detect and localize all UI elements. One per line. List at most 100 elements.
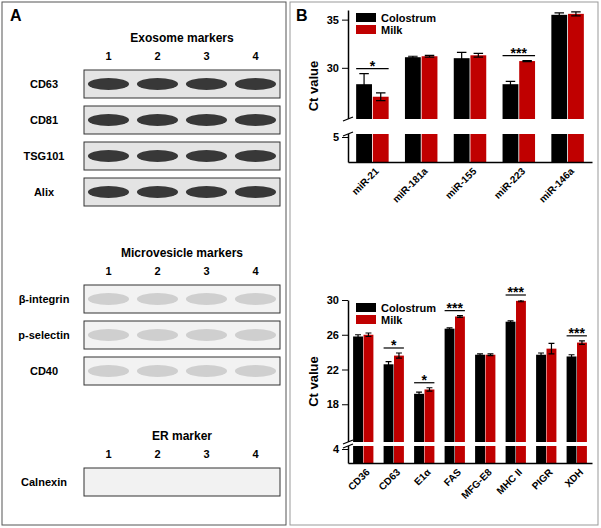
error-bar bbox=[365, 333, 371, 336]
blot-group: ER marker1234Calnexin bbox=[21, 429, 280, 496]
lane-label: 3 bbox=[203, 265, 209, 277]
bar bbox=[486, 355, 496, 463]
plot-area bbox=[353, 300, 587, 463]
axis-break bbox=[345, 119, 351, 134]
chart: 53035miR-21miR-181amiR-155miR-223miR-146… bbox=[306, 11, 593, 205]
blot-box bbox=[84, 142, 280, 170]
legend-swatch bbox=[356, 25, 376, 34]
band bbox=[186, 293, 227, 305]
tick-label: miR-223 bbox=[492, 165, 528, 201]
annotation: *** bbox=[511, 45, 528, 61]
error-bar bbox=[548, 343, 554, 353]
legend-label: Colostrum bbox=[381, 302, 436, 314]
error-bar bbox=[477, 354, 483, 356]
blot-box bbox=[84, 357, 280, 385]
band bbox=[186, 78, 227, 90]
tick-label: 22 bbox=[327, 364, 339, 376]
bar bbox=[470, 55, 486, 162]
break-mark bbox=[343, 440, 353, 444]
row-label: β-integrin bbox=[19, 293, 70, 305]
error-bar bbox=[426, 388, 432, 391]
bar bbox=[455, 317, 465, 463]
tick-label: PIGR bbox=[530, 466, 556, 492]
bar bbox=[567, 356, 577, 463]
tick-label: MHC II bbox=[494, 466, 524, 496]
tick-label: E1α bbox=[412, 466, 433, 487]
plot-area bbox=[356, 12, 584, 162]
error-bar bbox=[359, 74, 368, 95]
tick: miR-223 bbox=[492, 162, 528, 201]
band bbox=[235, 78, 276, 90]
lane-label: 3 bbox=[203, 50, 209, 62]
tick: CD36 bbox=[346, 463, 372, 492]
band bbox=[235, 150, 276, 162]
tick-mark bbox=[342, 20, 348, 21]
row-label: CD63 bbox=[30, 78, 58, 90]
blot-box bbox=[84, 70, 280, 98]
tick-mark bbox=[342, 370, 348, 371]
error-bar bbox=[487, 354, 493, 356]
error-bar bbox=[506, 81, 515, 87]
band bbox=[88, 365, 129, 377]
tick: miR-181a bbox=[390, 162, 430, 205]
chart: 418222630CD36CD63E1αFASMFG-E8MHC IIPIGRX… bbox=[306, 284, 593, 501]
axis-title: Ct value bbox=[306, 61, 321, 112]
tick-label: miR-155 bbox=[443, 165, 479, 201]
bar bbox=[516, 301, 526, 463]
panel-label: A bbox=[10, 7, 22, 24]
tick-label: XDH bbox=[563, 467, 586, 490]
tick: 30 bbox=[327, 62, 348, 74]
lane-label: 2 bbox=[154, 50, 160, 62]
tick: 22 bbox=[327, 364, 348, 376]
band bbox=[186, 186, 227, 198]
error-bar bbox=[555, 13, 564, 17]
bar bbox=[536, 355, 546, 463]
row-label: Calnexin bbox=[21, 476, 67, 488]
lane-label: 4 bbox=[252, 50, 259, 62]
legend-swatch bbox=[356, 315, 376, 324]
band bbox=[137, 329, 178, 341]
error-bar bbox=[571, 12, 580, 16]
annotation: *** bbox=[508, 284, 525, 300]
bar bbox=[394, 356, 404, 463]
axis-title: Ct value bbox=[306, 356, 321, 407]
bar bbox=[568, 14, 584, 162]
tick: 35 bbox=[327, 14, 348, 26]
band bbox=[186, 150, 227, 162]
annotation: * bbox=[391, 337, 397, 353]
tick-label: CD36 bbox=[346, 466, 372, 492]
band bbox=[137, 114, 178, 126]
lane-label: 3 bbox=[203, 448, 209, 460]
error-bar bbox=[416, 392, 422, 395]
band bbox=[235, 114, 276, 126]
bar bbox=[454, 58, 470, 162]
blot-title: Microvesicle markers bbox=[121, 246, 243, 260]
blot-group: Exosome markers1234CD63CD81TSG101Alix bbox=[24, 31, 280, 206]
band bbox=[235, 293, 276, 305]
tick-mark bbox=[342, 335, 348, 336]
band bbox=[137, 365, 178, 377]
tick: MHC II bbox=[494, 463, 524, 496]
tick-label: 35 bbox=[327, 14, 339, 26]
tick-mark bbox=[342, 137, 348, 138]
band bbox=[235, 186, 276, 198]
axis-line bbox=[349, 463, 593, 465]
lane-label: 1 bbox=[105, 265, 111, 277]
tick-label: 5 bbox=[333, 131, 339, 143]
y-axis: 418222630 bbox=[327, 294, 349, 463]
panel-frame bbox=[2, 2, 286, 525]
lane-label: 2 bbox=[154, 265, 160, 277]
error-bar bbox=[538, 353, 544, 356]
annotation: * bbox=[422, 372, 428, 388]
band bbox=[137, 186, 178, 198]
tick: FAS bbox=[442, 463, 464, 488]
tick: miR-155 bbox=[443, 162, 479, 201]
legend-swatch bbox=[356, 303, 376, 312]
row-label: CD40 bbox=[30, 365, 58, 377]
annotation: *** bbox=[447, 300, 464, 316]
tick: CD63 bbox=[376, 463, 402, 492]
row-label: TSG101 bbox=[24, 150, 65, 162]
error-bar bbox=[447, 328, 453, 330]
band bbox=[235, 365, 276, 377]
tick: PIGR bbox=[530, 463, 556, 492]
